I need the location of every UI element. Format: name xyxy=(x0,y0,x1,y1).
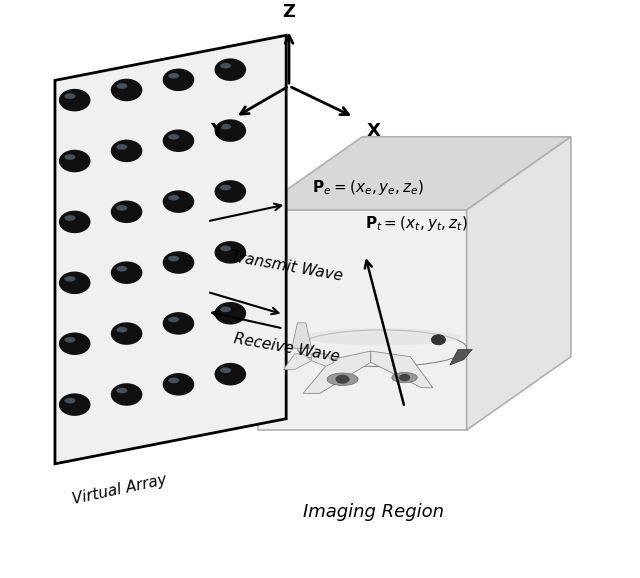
Ellipse shape xyxy=(220,63,231,69)
Ellipse shape xyxy=(168,134,179,140)
Polygon shape xyxy=(303,351,371,394)
Polygon shape xyxy=(371,351,433,388)
Polygon shape xyxy=(55,35,286,464)
Ellipse shape xyxy=(59,332,90,355)
Ellipse shape xyxy=(163,312,195,335)
Ellipse shape xyxy=(168,255,179,261)
Ellipse shape xyxy=(220,124,231,129)
Polygon shape xyxy=(258,137,571,210)
Ellipse shape xyxy=(214,119,246,142)
Ellipse shape xyxy=(163,251,195,274)
Text: Z: Z xyxy=(282,3,296,21)
Ellipse shape xyxy=(59,150,90,172)
Polygon shape xyxy=(450,349,472,365)
Text: $\mathbf{P}_t = (x_t, y_t, z_t)$: $\mathbf{P}_t = (x_t, y_t, z_t)$ xyxy=(365,214,468,232)
Ellipse shape xyxy=(59,394,90,416)
Ellipse shape xyxy=(163,190,195,213)
Ellipse shape xyxy=(116,327,127,332)
Ellipse shape xyxy=(214,302,246,325)
Polygon shape xyxy=(467,137,571,430)
Ellipse shape xyxy=(59,210,90,233)
Ellipse shape xyxy=(214,58,246,81)
Ellipse shape xyxy=(116,388,127,394)
Ellipse shape xyxy=(111,383,142,406)
Ellipse shape xyxy=(65,94,76,99)
Ellipse shape xyxy=(298,330,467,366)
Ellipse shape xyxy=(214,241,246,264)
Ellipse shape xyxy=(163,129,195,152)
Ellipse shape xyxy=(168,195,179,201)
Text: Y: Y xyxy=(210,121,223,139)
Polygon shape xyxy=(312,354,334,366)
Polygon shape xyxy=(292,323,312,348)
Ellipse shape xyxy=(116,266,127,272)
Ellipse shape xyxy=(399,374,410,381)
Polygon shape xyxy=(284,354,312,370)
Text: X: X xyxy=(366,121,380,139)
Ellipse shape xyxy=(111,261,142,284)
Ellipse shape xyxy=(65,276,76,281)
Ellipse shape xyxy=(214,363,246,386)
Text: $\mathbf{P}_e = (x_e, y_e, z_e)$: $\mathbf{P}_e = (x_e, y_e, z_e)$ xyxy=(312,178,424,197)
Ellipse shape xyxy=(111,323,142,345)
Ellipse shape xyxy=(163,69,195,91)
Ellipse shape xyxy=(168,317,179,323)
Ellipse shape xyxy=(335,375,349,384)
Ellipse shape xyxy=(392,372,417,383)
Ellipse shape xyxy=(220,246,231,251)
Ellipse shape xyxy=(116,205,127,210)
Ellipse shape xyxy=(214,180,246,203)
Text: Transmit Wave: Transmit Wave xyxy=(230,249,344,283)
Ellipse shape xyxy=(431,335,445,345)
Ellipse shape xyxy=(116,144,127,150)
Ellipse shape xyxy=(303,328,461,346)
Ellipse shape xyxy=(59,89,90,112)
Ellipse shape xyxy=(65,154,76,160)
Text: Imaging Region: Imaging Region xyxy=(303,503,444,521)
Ellipse shape xyxy=(65,398,76,403)
Ellipse shape xyxy=(111,140,142,162)
Ellipse shape xyxy=(168,73,179,79)
Ellipse shape xyxy=(116,83,127,89)
Text: Virtual Array: Virtual Array xyxy=(71,472,168,506)
Ellipse shape xyxy=(59,272,90,294)
Ellipse shape xyxy=(220,185,231,190)
Ellipse shape xyxy=(220,306,231,312)
Ellipse shape xyxy=(65,215,76,221)
Text: Receive Wave: Receive Wave xyxy=(232,331,341,365)
Ellipse shape xyxy=(220,368,231,373)
Ellipse shape xyxy=(163,373,195,395)
Ellipse shape xyxy=(65,337,76,343)
Ellipse shape xyxy=(168,377,179,383)
Ellipse shape xyxy=(327,373,358,386)
Ellipse shape xyxy=(111,79,142,101)
Polygon shape xyxy=(258,210,467,430)
Ellipse shape xyxy=(111,201,142,223)
